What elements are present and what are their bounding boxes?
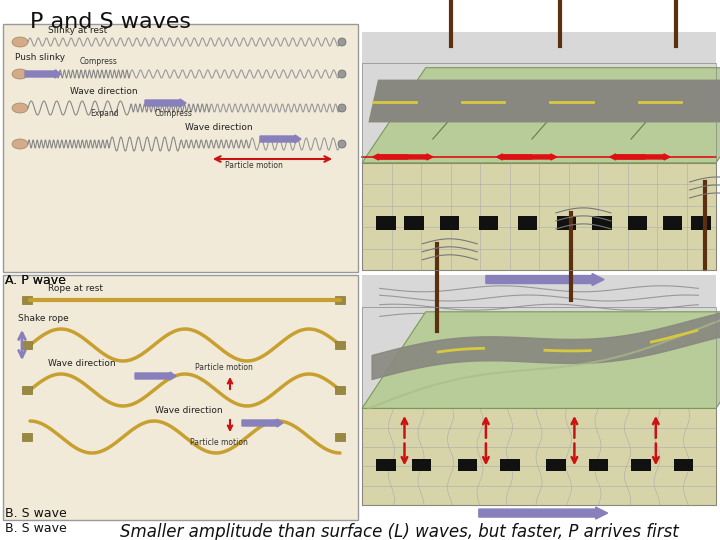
Bar [335,341,345,349]
Text: Particle motion: Particle motion [195,363,253,372]
Bar [362,307,716,505]
Text: B. S wave: B. S wave [5,507,67,520]
Polygon shape [362,312,720,408]
Bar [22,386,32,394]
Text: Slinky at rest: Slinky at rest [48,26,107,35]
Bar [546,459,565,470]
Text: Particle motion: Particle motion [225,161,283,170]
Bar [3,24,358,272]
Bar [362,32,716,163]
Bar [376,217,395,230]
Text: Shake rope: Shake rope [18,314,68,323]
Bar [335,433,345,441]
Bar [691,217,711,230]
Text: Compress: Compress [155,109,193,118]
Text: Push slinky: Push slinky [15,53,65,62]
FancyArrow shape [373,154,408,160]
Circle shape [338,70,346,78]
Polygon shape [362,408,716,505]
Bar [22,341,32,349]
Text: Compress: Compress [80,57,118,66]
Ellipse shape [12,139,28,149]
FancyArrow shape [479,507,608,519]
Text: Rope at rest: Rope at rest [48,284,103,293]
Bar [479,217,498,230]
Circle shape [338,104,346,112]
Bar [3,275,358,520]
Bar [592,217,611,230]
Text: Wave direction: Wave direction [48,359,116,368]
Polygon shape [362,68,720,163]
Ellipse shape [12,103,28,113]
Text: A. P wave: A. P wave [5,274,66,287]
Bar [362,275,716,408]
FancyArrow shape [135,372,176,380]
Bar [405,217,424,230]
Bar [628,217,647,230]
Ellipse shape [12,37,28,47]
Bar [362,63,716,270]
Bar [518,217,537,230]
Circle shape [338,38,346,46]
Ellipse shape [12,69,28,79]
Bar [22,433,32,441]
FancyArrow shape [610,154,645,160]
FancyArrow shape [503,154,557,160]
Polygon shape [369,79,720,123]
Circle shape [338,140,346,148]
Bar [412,459,431,470]
Bar [376,459,395,470]
Text: Wave direction: Wave direction [185,123,253,132]
FancyArrow shape [379,154,433,160]
Bar [588,459,608,470]
Bar [663,217,683,230]
Bar [557,217,576,230]
Text: Wave direction: Wave direction [155,406,222,415]
FancyArrow shape [25,70,61,78]
Bar [500,459,520,470]
Text: B. S wave: B. S wave [5,522,67,535]
Text: Expand: Expand [90,109,119,118]
FancyArrow shape [617,154,670,160]
Bar [22,296,32,304]
Polygon shape [362,163,716,270]
Bar [335,296,345,304]
FancyArrow shape [145,99,186,107]
Bar [440,217,459,230]
FancyArrow shape [242,419,283,427]
Text: Wave direction: Wave direction [70,87,138,96]
Bar [335,386,345,394]
Bar [631,459,650,470]
Text: Particle motion: Particle motion [190,438,248,447]
FancyArrow shape [486,274,604,286]
Bar [458,459,477,470]
FancyArrow shape [497,154,532,160]
Bar [673,459,693,470]
Text: P and S waves: P and S waves [30,12,191,32]
FancyArrow shape [260,135,301,143]
Text: A. P wave: A. P wave [5,274,66,287]
Text: Smaller amplitude than surface (L) waves, but faster, P arrives first: Smaller amplitude than surface (L) waves… [120,523,679,540]
